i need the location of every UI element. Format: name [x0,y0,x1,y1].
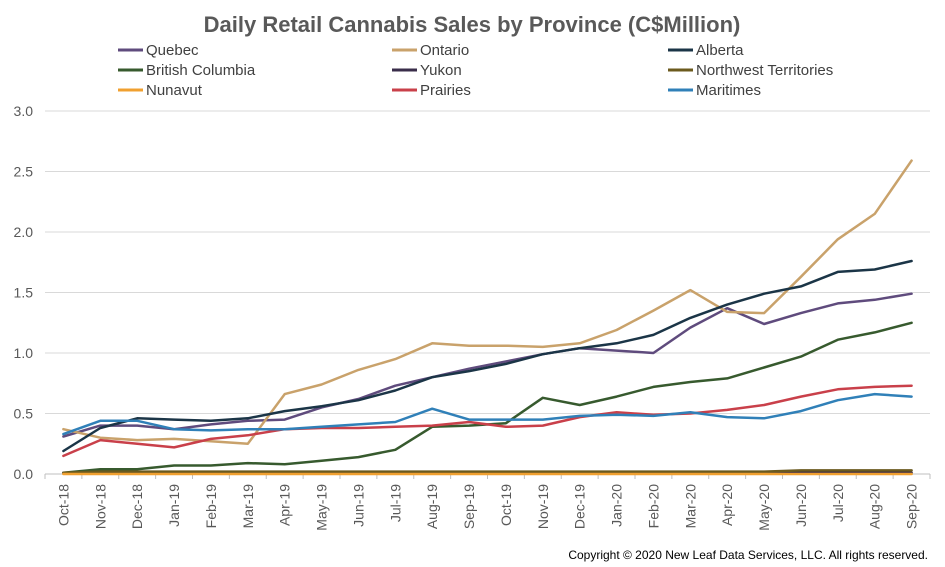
x-tick-label: Nov-19 [535,484,551,529]
legend-label-maritimes: Maritimes [696,82,761,99]
series-line-maritimes [62,392,913,436]
copyright-notice: Copyright © 2020 New Leaf Data Services,… [568,548,928,562]
x-tick-label: Jun-19 [350,484,366,527]
y-tick-label: 1.0 [14,345,34,361]
series-line-alberta [62,259,913,453]
x-tick-label: Feb-19 [203,484,219,529]
x-tick-label: Feb-20 [645,484,661,529]
legend-label-alberta: Alberta [696,42,744,59]
x-tick-label: Sep-19 [461,484,477,529]
y-tick-label: 2.5 [14,164,34,180]
x-tick-label: Jan-19 [166,484,182,527]
legend-label-british-columbia: British Columbia [146,62,256,79]
x-tick-label: Apr-20 [719,484,735,526]
x-tick-label: Mar-20 [682,484,698,529]
x-tick-label: Jul-20 [830,484,846,522]
legend-label-quebec: Quebec [146,42,199,59]
series-line-prairies [62,384,913,458]
x-tick-label: May-20 [756,484,772,531]
series-line-northwest-territories [62,469,913,475]
x-tick-label: Dec-19 [572,484,588,529]
y-tick-label: 0.5 [14,406,34,422]
legend-label-northwest-territories: Northwest Territories [696,62,833,79]
x-tick-label: Sep-20 [904,484,920,529]
x-tick-label: Aug-20 [867,484,883,529]
series-lines [62,159,913,476]
legend: Quebec Ontario Alberta British Columbia Yuko… [118,42,833,99]
x-tick-label: Jul-19 [387,484,403,522]
legend-label-yukon: Yukon [420,62,462,79]
legend-label-nunavut: Nunavut [146,82,203,99]
y-tick-label: 3.0 [14,103,34,119]
x-tick-label: Mar-19 [240,484,256,529]
y-axis: 0.0 0.5 1.0 1.5 2.0 2.5 3.0 [14,103,34,482]
x-tick-label: Aug-19 [424,484,440,529]
y-tick-label: 0.0 [14,466,34,482]
x-tick-label: Dec-18 [129,484,145,529]
x-axis: Oct-18 Nov-18 Dec-18 Jan-19 Feb-19 Mar-19 Apr-… [44,473,931,531]
y-tick-label: 1.5 [14,285,34,301]
y-tick-label: 2.0 [14,224,34,240]
series-line-quebec [62,292,913,438]
x-tick-label: Oct-18 [55,484,71,526]
legend-label-prairies: Prairies [420,82,471,99]
x-tick-label: May-19 [314,484,330,531]
x-tick-label: Nov-18 [92,484,108,529]
x-tick-label: Jan-20 [609,484,625,527]
x-tick-label: Jun-20 [793,484,809,527]
legend-label-ontario: Ontario [420,42,469,59]
chart-title: Daily Retail Cannabis Sales by Province … [204,12,741,37]
x-tick-label: Apr-19 [277,484,293,526]
x-tick-label: Oct-19 [498,484,514,526]
